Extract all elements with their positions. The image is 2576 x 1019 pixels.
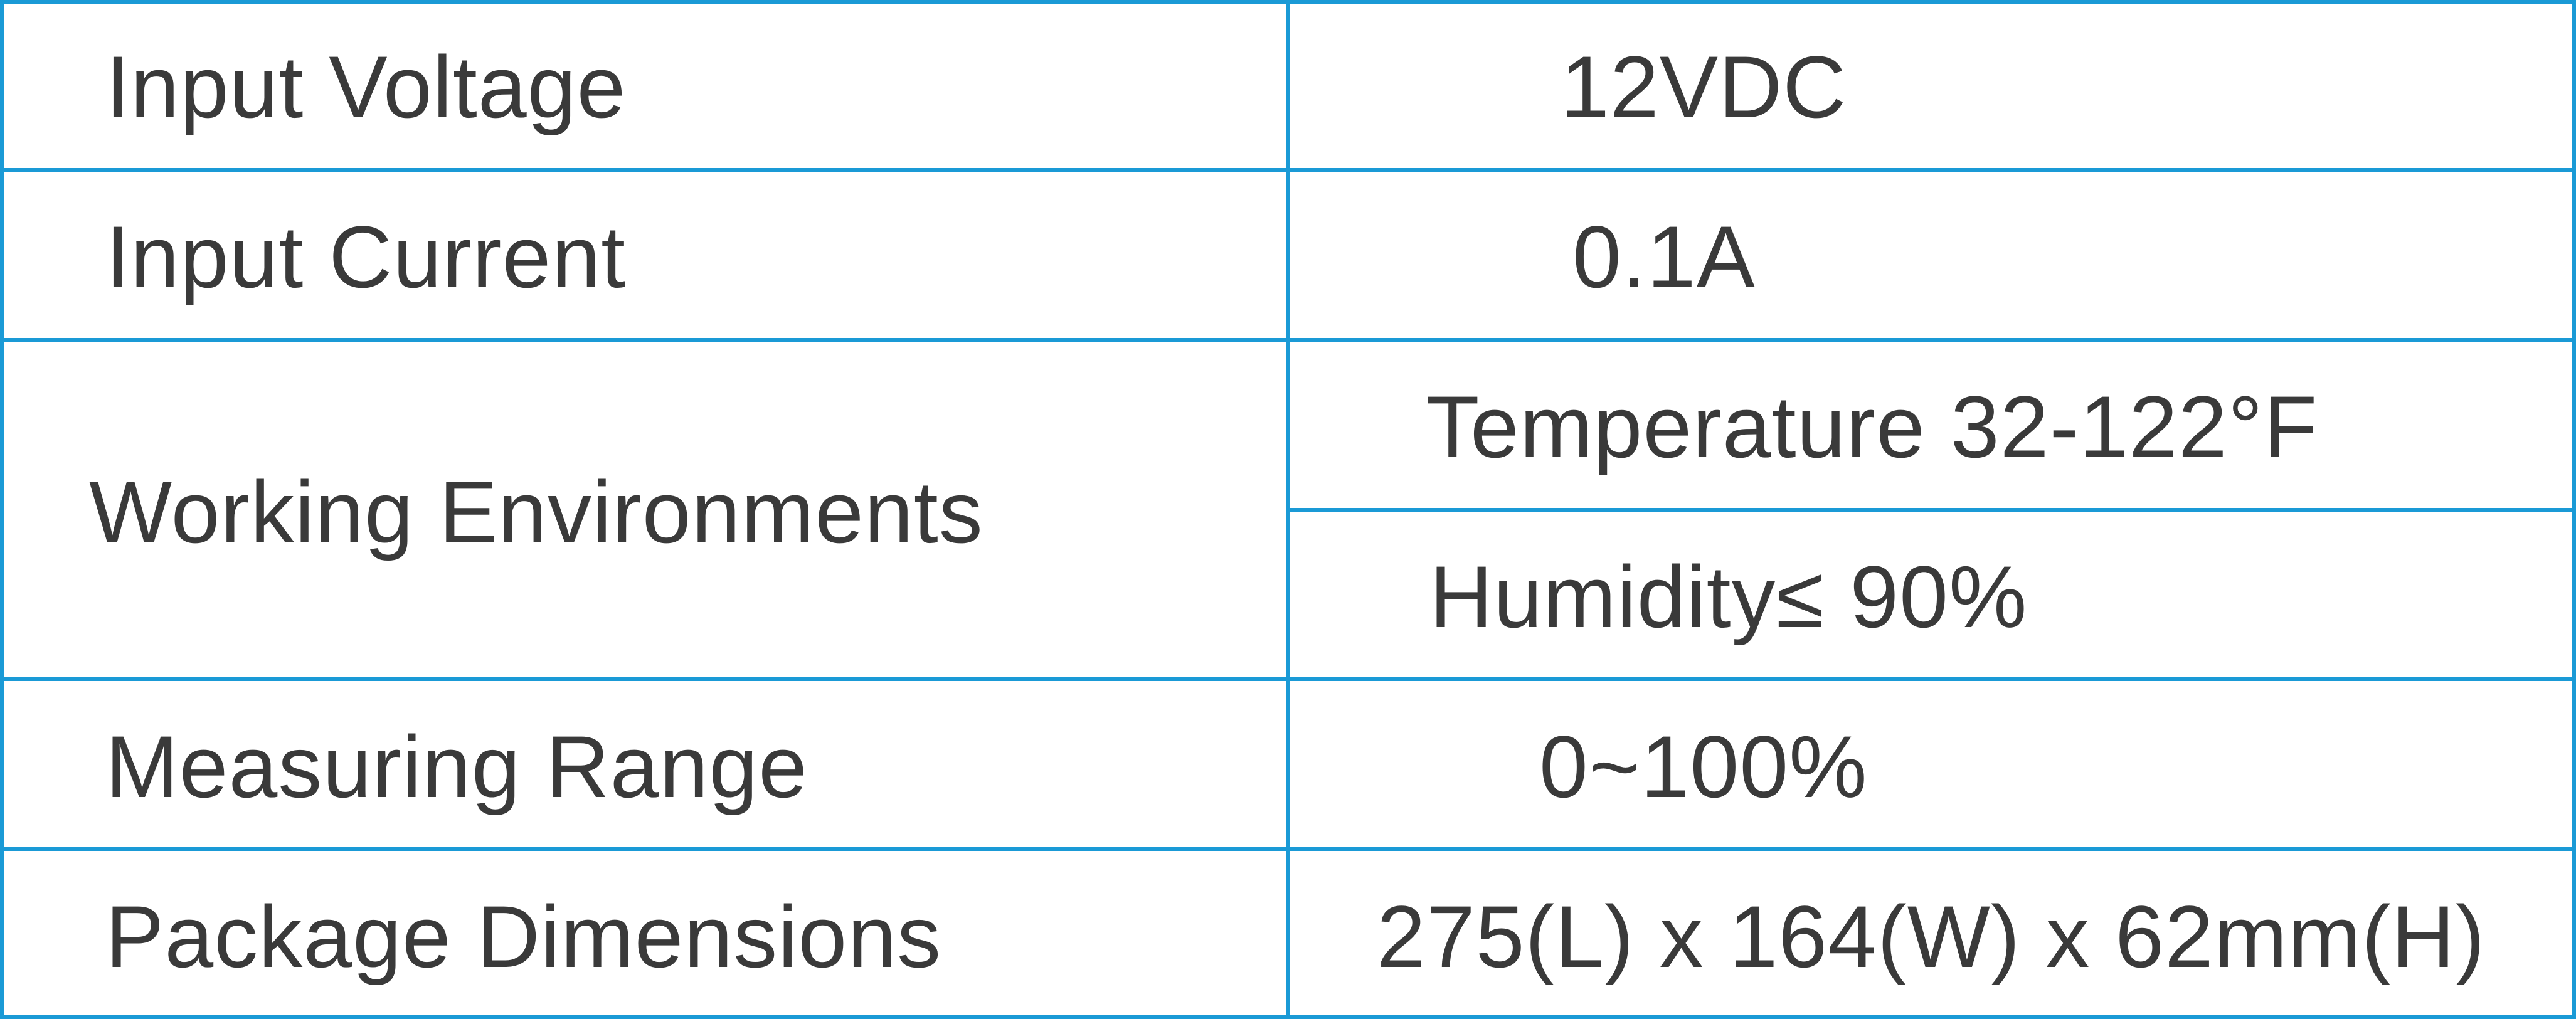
row-label: Input Voltage: [105, 38, 627, 137]
row-label: Package Dimensions: [105, 887, 942, 986]
row-value: 12VDC: [1561, 38, 1847, 137]
row-value: 0.1A: [1572, 208, 1756, 307]
row-value: Temperature 32-122°F: [1426, 378, 2318, 477]
row-value: 275(L) x 164(W) x 62mm(H): [1377, 887, 2486, 986]
border-bottom: [0, 1015, 2576, 1019]
row-divider: [0, 167, 2576, 172]
row-divider: [0, 677, 2576, 682]
border-top: [0, 0, 2576, 4]
row-label: Measuring Range: [105, 717, 808, 816]
row-label: Input Current: [105, 208, 627, 307]
border-left: [0, 0, 4, 1019]
row-label: Working Environments: [89, 462, 983, 561]
row-divider: [0, 337, 2576, 342]
row-value: 0~100%: [1539, 717, 1868, 816]
sub-row-divider: [1286, 507, 2576, 512]
row-value: Humidity≤ 90%: [1429, 547, 2028, 646]
row-divider: [0, 847, 2576, 852]
